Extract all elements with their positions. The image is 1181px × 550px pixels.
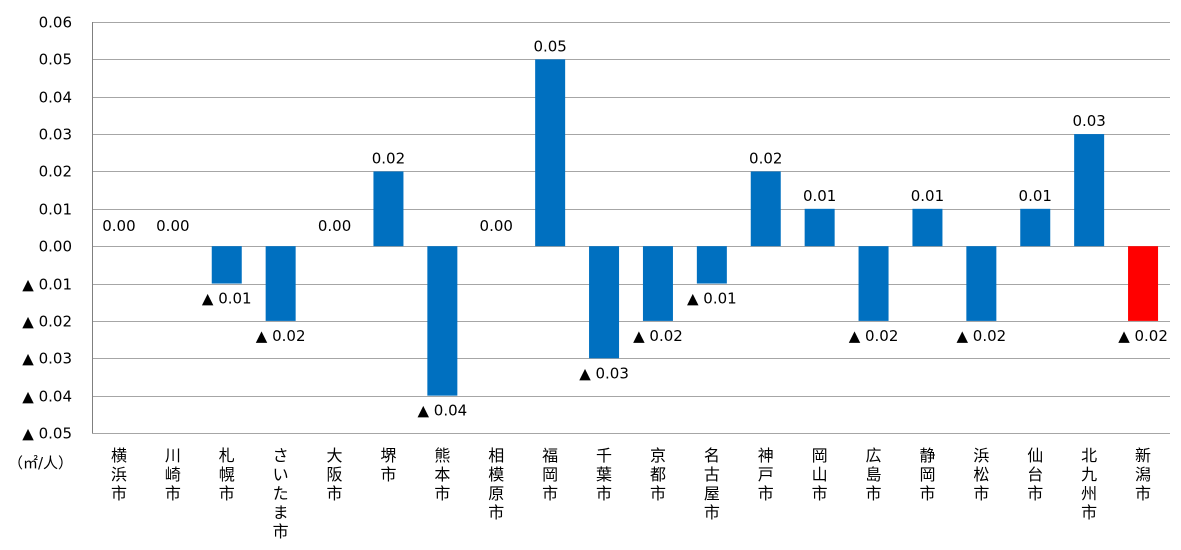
category-label: 札幌市 bbox=[219, 446, 235, 503]
data-label: ▲ 0.02 bbox=[256, 327, 306, 345]
data-label: 0.01 bbox=[1019, 187, 1052, 205]
data-label: ▲ 0.02 bbox=[849, 327, 899, 345]
category-label: 熊本市 bbox=[434, 446, 450, 503]
data-label: 0.01 bbox=[911, 187, 944, 205]
category-label: 仙台市 bbox=[1027, 446, 1043, 503]
bar bbox=[373, 171, 404, 247]
category-label: 堺市 bbox=[380, 446, 396, 484]
category-label: 名古屋市 bbox=[704, 446, 720, 522]
category-label: さいたま市 bbox=[273, 446, 289, 541]
category-label: 岡山市 bbox=[812, 446, 828, 503]
data-label: ▲ 0.01 bbox=[202, 290, 252, 308]
category-label: 千葉市 bbox=[596, 446, 612, 503]
y-tick-label: ▲ 0.02 bbox=[22, 313, 72, 331]
data-label: 0.00 bbox=[102, 217, 135, 235]
category-label: 京都市 bbox=[650, 446, 666, 503]
data-labels: 0.00 0.00 ▲ 0.01 ▲ 0.02 0.00 0.02 ▲ 0.04 0.00 0.… bbox=[102, 37, 1168, 419]
gridlines bbox=[92, 22, 1170, 434]
category-label: 福岡市 bbox=[542, 446, 558, 503]
y-tick-label: ▲ 0.05 bbox=[22, 425, 72, 443]
bar bbox=[858, 246, 889, 321]
bar bbox=[1020, 208, 1051, 247]
data-label: 0.01 bbox=[803, 187, 836, 205]
y-tick-label: 0.02 bbox=[39, 163, 72, 181]
category-label: 静岡市 bbox=[919, 446, 935, 503]
y-tick-label: ▲ 0.04 bbox=[22, 388, 72, 406]
data-label: ▲ 0.04 bbox=[417, 402, 467, 420]
data-label: 0.02 bbox=[372, 149, 405, 167]
bar bbox=[589, 246, 620, 359]
bar bbox=[642, 246, 673, 321]
bars bbox=[211, 59, 1159, 396]
category-label: 横浜市 bbox=[111, 446, 127, 503]
data-label: ▲ 0.02 bbox=[956, 327, 1006, 345]
bar bbox=[265, 246, 296, 321]
data-label: 0.05 bbox=[533, 37, 566, 55]
category-label: 相模原市 bbox=[488, 446, 504, 522]
x-axis-categories: 横浜市 川崎市 札幌市 さいたま市 大阪市 堺市 熊本市 相模原市 福岡市 千葉市 京都市 名古屋市 神… bbox=[111, 446, 1151, 541]
bar bbox=[427, 246, 458, 396]
category-label: 広島市 bbox=[866, 446, 882, 503]
bar bbox=[750, 171, 781, 247]
y-tick-label: ▲ 0.03 bbox=[22, 350, 72, 368]
bar bbox=[966, 246, 997, 321]
data-label: 0.00 bbox=[480, 217, 513, 235]
bar bbox=[804, 208, 835, 247]
unit-label: （㎡/人） bbox=[8, 454, 73, 472]
data-label: ▲ 0.01 bbox=[687, 290, 737, 308]
category-label: 浜松市 bbox=[973, 446, 989, 503]
y-tick-label: 0.04 bbox=[39, 89, 72, 107]
y-axis-ticks: 0.06 0.05 0.04 0.03 0.02 0.01 0.00 ▲ 0.01 ▲ 0.02… bbox=[22, 14, 72, 443]
category-label: 神戸市 bbox=[758, 446, 774, 503]
data-label: 0.00 bbox=[156, 217, 189, 235]
data-label: ▲ 0.02 bbox=[1118, 327, 1168, 345]
y-tick-label: 0.03 bbox=[39, 126, 72, 144]
bar bbox=[211, 246, 242, 284]
data-label: 0.03 bbox=[1072, 112, 1105, 130]
data-label: 0.02 bbox=[749, 149, 782, 167]
category-label: 北九州市 bbox=[1081, 446, 1097, 522]
data-label: ▲ 0.03 bbox=[579, 364, 629, 382]
category-label: 新潟市 bbox=[1135, 446, 1151, 503]
bar bbox=[535, 59, 566, 247]
bar bbox=[912, 208, 943, 247]
y-tick-label: ▲ 0.01 bbox=[22, 276, 72, 294]
y-tick-label: 0.01 bbox=[39, 201, 72, 219]
category-label: 川崎市 bbox=[165, 446, 181, 503]
bar bbox=[1074, 134, 1105, 247]
y-tick-label: 0.06 bbox=[39, 14, 72, 32]
y-tick-label: 0.00 bbox=[39, 238, 72, 256]
y-tick-label: 0.05 bbox=[39, 51, 72, 69]
bar bbox=[1128, 246, 1159, 321]
category-label: 大阪市 bbox=[327, 446, 343, 503]
bar bbox=[696, 246, 727, 284]
data-label: ▲ 0.02 bbox=[633, 327, 683, 345]
data-label: 0.00 bbox=[318, 217, 351, 235]
